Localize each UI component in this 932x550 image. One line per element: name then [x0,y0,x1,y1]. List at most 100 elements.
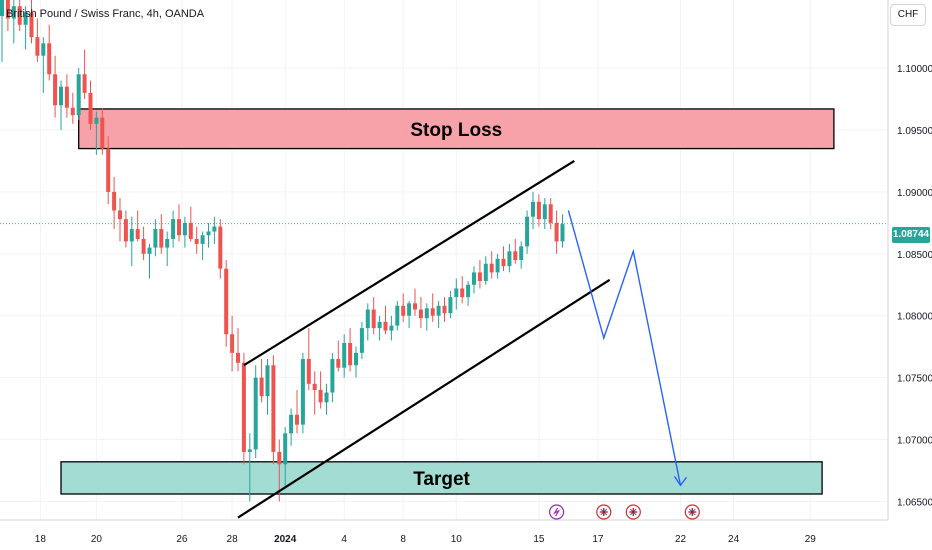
candle-body [135,229,140,239]
y-tick-label: 1.08500 [897,250,932,261]
candle-body [336,359,341,368]
candle-body [466,284,471,298]
x-tick-label: 22 [675,534,687,545]
currency-button[interactable]: CHF [890,4,926,26]
channel-lower-line [237,278,611,519]
candle-body [548,204,553,223]
candle-body [171,219,176,239]
symbol-title: British Pound / Swiss Franc, 4h, OANDA [6,8,205,20]
candle-body [448,297,453,314]
x-tick-label: 2024 [274,534,297,545]
candle-body [165,238,170,248]
candle-body [542,204,547,220]
candle-body [271,365,276,452]
candle-body [241,362,246,452]
y-tick-label: 1.06500 [897,497,932,508]
candle-body [295,414,299,425]
candle-body [283,433,288,465]
last-price-tag: 1.08744 [892,227,930,243]
projection-path [567,210,688,487]
candle-body [560,224,565,242]
event-markers[interactable] [548,504,700,520]
candle-body [507,251,512,267]
candle-body [430,308,435,316]
price-axis[interactable]: 1.10000 1.09500 1.09000 1.08500 1.08000 1.075… [887,0,932,520]
candles [0,0,565,502]
uk-flag-event-icon[interactable] [596,504,612,520]
x-tick-label: 15 [533,534,545,545]
y-tick-label: 1.09500 [897,126,932,137]
candle-body [371,309,376,329]
candle-body [324,392,329,403]
x-tick-label: 20 [91,534,103,545]
y-tick-label: 1.07000 [897,436,932,447]
x-tick-label: 10 [451,534,463,545]
x-tick-label: 29 [805,534,817,545]
candle-body [224,268,229,335]
candle-body [212,226,217,232]
candle-body [531,201,535,217]
candle-body [277,451,282,465]
candle-body [35,37,40,56]
candle-body [501,258,506,267]
stop-loss-label: Stop Loss [410,120,502,141]
candle-body [342,342,347,368]
candle-body [259,377,264,397]
candle-body [194,238,199,244]
candle-body [300,359,305,425]
channel-upper-line [243,160,575,367]
candle-body [88,92,93,124]
candle-body [123,219,128,242]
target-zone [60,461,823,495]
candle-body [436,305,441,316]
lightning-event-icon[interactable] [548,504,565,520]
candle-body [306,359,311,384]
candle-body [59,86,63,106]
candle-body [401,305,406,316]
candle-body [472,272,476,285]
zones: Stop Loss Target [60,108,835,495]
candle-body [389,325,394,331]
candle-body [0,0,4,17]
candle-body [365,309,370,329]
candle-body [554,222,559,242]
candle-body [64,86,69,108]
target-label: Target [413,469,470,490]
x-tick-label: 8 [400,534,406,545]
candle-body [177,219,181,236]
candle-body [424,308,429,319]
candle-body [147,247,152,254]
y-tick-label: 1.08000 [897,312,932,323]
x-tick-label: 26 [176,534,188,545]
candle-body [495,258,500,273]
y-tick-label: 1.10000 [897,64,932,75]
projection-arrowhead [673,475,688,487]
candle-body [236,352,240,363]
candle-body [141,238,146,254]
y-tick-label: 1.07500 [897,374,932,385]
candle-body [41,43,46,56]
candle-body [5,0,10,19]
time-axis[interactable]: 18 20 26 28 2024 4 8 10 15 17 22 24 29 [0,519,888,545]
x-tick-label: 18 [35,534,47,545]
candle-body [418,309,423,319]
candle-body [206,231,211,236]
candle-body [330,359,335,393]
candle-body [76,74,81,116]
candle-body [265,365,270,397]
uk-flag-event-icon[interactable] [625,504,641,520]
x-tick-label: 28 [227,534,239,545]
candle-body [70,107,75,116]
candle-body [312,383,317,390]
candle-body [348,342,353,366]
candle-body [454,288,459,298]
grid [0,0,888,520]
candle-body [483,263,488,282]
uk-flag-event-icon[interactable] [684,504,700,520]
x-tick-label: 17 [592,534,604,545]
candle-body [17,6,22,25]
candle-body [94,117,99,124]
lightning-glyph [553,507,561,517]
candle-body [253,377,258,450]
